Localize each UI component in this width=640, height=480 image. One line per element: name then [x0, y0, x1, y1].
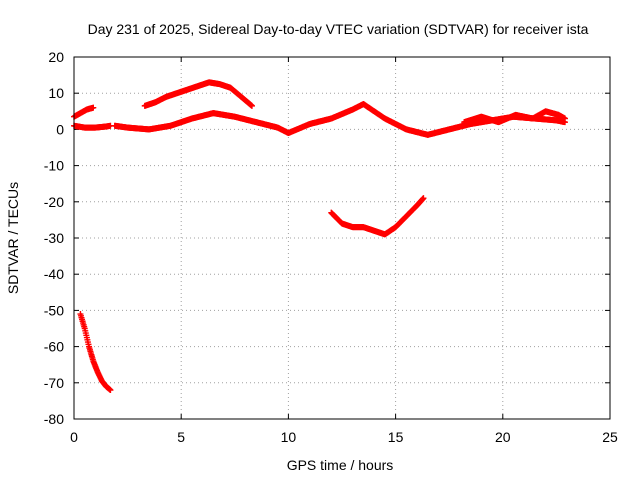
series-arc-1 [71, 104, 97, 120]
y-axis-label: SDTVAR / TECUs [5, 182, 21, 294]
tick-labels: 0 5 10 15 20 25 -80 -70 -60 -50 -40 -30 -20 -10 0 10 20 [44, 49, 618, 445]
data-point [561, 115, 568, 122]
y-tick-label: -80 [44, 411, 64, 427]
y-tick-label: -30 [44, 230, 64, 246]
data-points [71, 79, 568, 394]
x-tick-label: 20 [495, 429, 511, 445]
series-arc-5 [141, 79, 255, 109]
x-tick-label: 15 [388, 429, 404, 445]
series-arc-2 [71, 122, 114, 131]
x-tick-label: 10 [281, 429, 297, 445]
data-point [107, 387, 114, 394]
y-tick-label: -20 [44, 194, 64, 210]
x-tick-label: 25 [602, 429, 618, 445]
y-tick-label: -60 [44, 339, 64, 355]
y-tick-label: 0 [56, 121, 64, 137]
plot-frame [73, 56, 611, 420]
x-tick-label: 5 [177, 429, 185, 445]
x-axis-label: GPS time / hours [287, 457, 394, 473]
chart-title: Day 231 of 2025, Sidereal Day-to-day VTE… [88, 21, 589, 37]
data-point [420, 195, 427, 202]
y-tick-label: -50 [44, 302, 64, 318]
x-tick-label: 0 [70, 429, 78, 445]
data-point [248, 102, 255, 109]
y-tick-label: 10 [48, 85, 64, 101]
series-arc-3 [77, 311, 114, 394]
data-point [90, 104, 97, 111]
y-tick-label: -40 [44, 266, 64, 282]
y-tick-label: -10 [44, 158, 64, 174]
y-tick-label: -70 [44, 375, 64, 391]
series-arc-6 [328, 195, 427, 238]
y-tick-label: 20 [48, 49, 64, 65]
series-arc-7 [461, 108, 568, 126]
